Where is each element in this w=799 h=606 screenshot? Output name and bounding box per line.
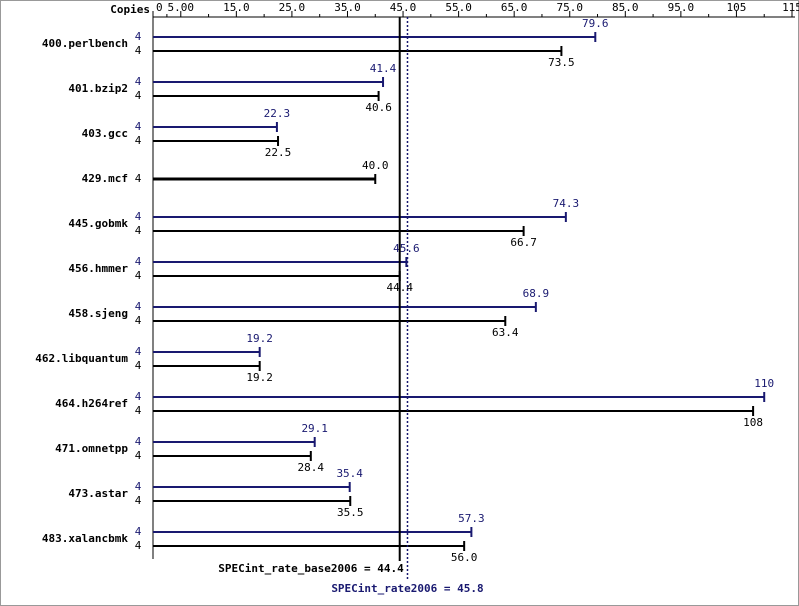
x-tick-label: 0 <box>156 1 163 14</box>
copies-label: 4 <box>135 525 142 538</box>
category-label: 400.perlbench <box>42 37 128 50</box>
copies-label: 4 <box>135 494 142 507</box>
value-label: 68.9 <box>523 287 550 300</box>
copies-label: 4 <box>135 224 142 237</box>
copies-label: 4 <box>135 89 142 102</box>
x-tick-label: 95.0 <box>668 1 695 14</box>
value-label: 28.4 <box>298 461 325 474</box>
category-label: 456.hmmer <box>68 262 128 275</box>
copies-label: 4 <box>135 120 142 133</box>
copies-label: 4 <box>135 300 142 313</box>
x-tick-label: 105 <box>726 1 746 14</box>
copies-label: 4 <box>135 390 142 403</box>
value-label: 19.2 <box>246 332 273 345</box>
value-label: 74.3 <box>553 197 580 210</box>
value-label: 40.0 <box>362 159 389 172</box>
value-label: 79.6 <box>582 17 609 30</box>
copies-label: 4 <box>135 359 142 372</box>
copies-label: 4 <box>135 480 142 493</box>
category-label: 458.sjeng <box>68 307 128 320</box>
copies-label: 4 <box>135 30 142 43</box>
reference-label: SPECint_rate_base2006 = 44.4 <box>218 562 404 575</box>
value-label: 56.0 <box>451 551 478 564</box>
x-tick-label: 25.0 <box>279 1 306 14</box>
copies-label: 4 <box>135 449 142 462</box>
copies-label: 4 <box>135 255 142 268</box>
category-label: 473.astar <box>68 487 128 500</box>
copies-label: 4 <box>135 172 142 185</box>
copies-label: 4 <box>135 314 142 327</box>
x-tick-label: 115 <box>782 1 799 14</box>
value-label: 22.3 <box>264 107 291 120</box>
value-label: 29.1 <box>301 422 328 435</box>
value-label: 66.7 <box>510 236 537 249</box>
copies-label: 4 <box>135 210 142 223</box>
value-label: 110 <box>754 377 774 390</box>
value-label: 19.2 <box>246 371 273 384</box>
copies-label: 4 <box>135 44 142 57</box>
copies-label: 4 <box>135 269 142 282</box>
category-label: 445.gobmk <box>68 217 128 230</box>
value-label: 63.4 <box>492 326 519 339</box>
x-tick-label: 15.0 <box>223 1 250 14</box>
x-tick-label: 45.0 <box>390 1 417 14</box>
x-tick-label: 75.0 <box>556 1 583 14</box>
category-label: 464.h264ref <box>55 397 128 410</box>
x-tick-label: 85.0 <box>612 1 639 14</box>
value-label: 73.5 <box>548 56 575 69</box>
reference-label: SPECint_rate2006 = 45.8 <box>331 582 483 595</box>
copies-label: 4 <box>135 345 142 358</box>
value-label: 108 <box>743 416 763 429</box>
x-tick-label: 55.0 <box>445 1 472 14</box>
copies-label: 4 <box>135 539 142 552</box>
value-label: 35.5 <box>337 506 364 519</box>
x-tick-label: 35.0 <box>334 1 361 14</box>
copies-label: 4 <box>135 75 142 88</box>
x-tick-label: 5.00 <box>168 1 195 14</box>
value-label: 35.4 <box>336 467 363 480</box>
value-label: 45.6 <box>393 242 420 255</box>
copies-label: 4 <box>135 435 142 448</box>
value-label: 41.4 <box>370 62 397 75</box>
x-tick-label: 65.0 <box>501 1 528 14</box>
value-label: 40.6 <box>365 101 392 114</box>
category-label: 462.libquantum <box>35 352 128 365</box>
value-label: 22.5 <box>265 146 292 159</box>
copies-label: 4 <box>135 134 142 147</box>
category-label: 429.mcf <box>82 172 128 185</box>
copies-label: 4 <box>135 404 142 417</box>
value-label: 57.3 <box>458 512 485 525</box>
category-label: 483.xalancbmk <box>42 532 128 545</box>
category-label: 403.gcc <box>82 127 128 140</box>
copies-header: Copies <box>110 3 150 16</box>
category-label: 401.bzip2 <box>68 82 128 95</box>
category-label: 471.omnetpp <box>55 442 128 455</box>
